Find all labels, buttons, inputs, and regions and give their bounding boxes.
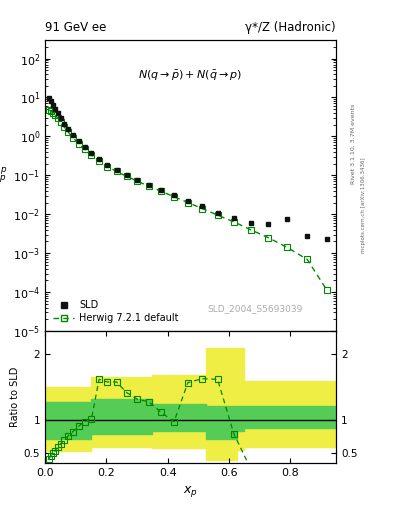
Legend: SLD, Herwig 7.2.1 default: SLD, Herwig 7.2.1 default (50, 297, 182, 326)
Y-axis label: Ratio to SLD: Ratio to SLD (10, 367, 20, 428)
Text: 91 GeV ee: 91 GeV ee (45, 21, 107, 34)
Text: SLD_2004_S5693039: SLD_2004_S5693039 (207, 304, 302, 313)
Text: $N(q\rightarrow\bar{p})+N(\bar{q}\rightarrow p)$: $N(q\rightarrow\bar{p})+N(\bar{q}\righta… (138, 69, 243, 83)
Text: mcplots.cern.ch [arXiv:1306.3436]: mcplots.cern.ch [arXiv:1306.3436] (361, 157, 366, 252)
Text: Rivet 3.1.10, 3.7M events: Rivet 3.1.10, 3.7M events (351, 103, 356, 183)
Y-axis label: $R^p_p$: $R^p_p$ (0, 166, 7, 185)
Text: γ*/Z (Hadronic): γ*/Z (Hadronic) (245, 21, 336, 34)
X-axis label: $x_p$: $x_p$ (183, 484, 198, 499)
